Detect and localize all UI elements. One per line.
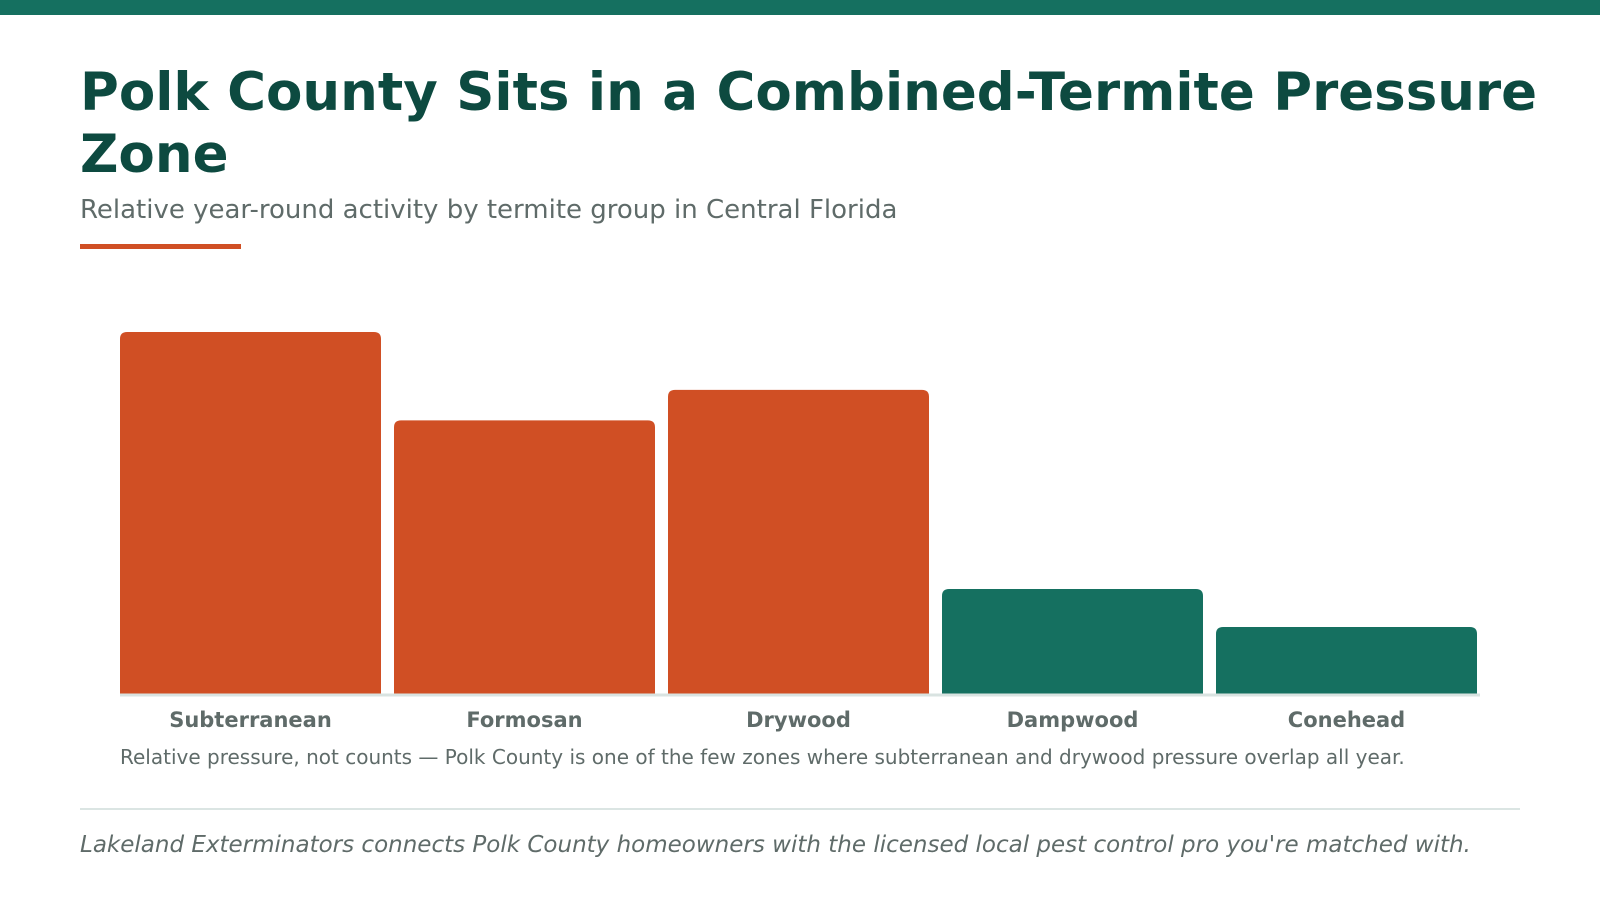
bar-formosan [394, 420, 655, 694]
top-brand-bar [0, 0, 1600, 15]
page-subtitle: Relative year-round activity by termite … [80, 195, 898, 225]
category-label-conehead: Conehead [1288, 708, 1405, 732]
footer-divider [80, 808, 1520, 810]
footer-text: Lakeland Exterminators connects Polk Cou… [80, 832, 1471, 858]
page-title: Polk County Sits in a Combined-Termite P… [80, 62, 1538, 185]
bar-conehead [1216, 627, 1477, 694]
bar-dampwood [942, 589, 1203, 694]
accent-rule [80, 244, 241, 249]
bar-subterranean [120, 332, 381, 694]
bars-group [120, 332, 1477, 694]
category-label-subterranean: Subterranean [169, 708, 332, 732]
category-labels-group: Subterranean Formosan Drywood Dampwood Coneh… [169, 708, 1405, 732]
category-label-formosan: Formosan [466, 708, 582, 732]
bar-drywood [668, 389, 929, 694]
category-label-drywood: Drywood [746, 708, 851, 732]
category-label-dampwood: Dampwood [1007, 708, 1139, 732]
termite-pressure-bar-chart: Subterranean Formosan Drywood Dampwood Coneh… [120, 332, 1480, 732]
chart-note: Relative pressure, not counts — Polk Cou… [120, 745, 1405, 769]
